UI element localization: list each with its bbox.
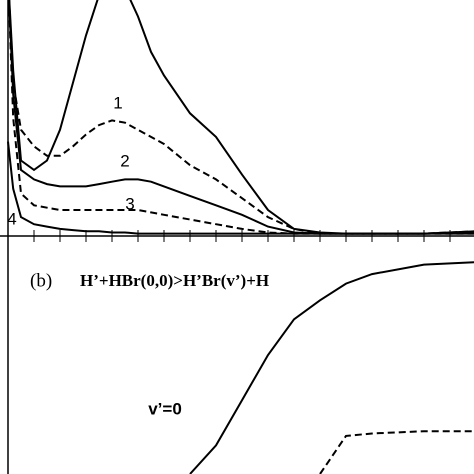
reaction: H’+HBr(0,0)>H’Br(v’)+H	[80, 271, 269, 290]
curve-label: 4	[7, 209, 16, 228]
curve	[319, 430, 474, 474]
curve-label: 3	[125, 194, 134, 213]
curve	[189, 261, 474, 474]
curve	[8, 0, 474, 235]
panel-label: (b)	[30, 270, 52, 291]
curve-label: 1	[113, 93, 122, 112]
curve-label: 2	[120, 151, 129, 170]
curve	[7, 0, 474, 235]
curve-label: v’=0	[148, 399, 182, 418]
curve	[7, 141, 474, 235]
